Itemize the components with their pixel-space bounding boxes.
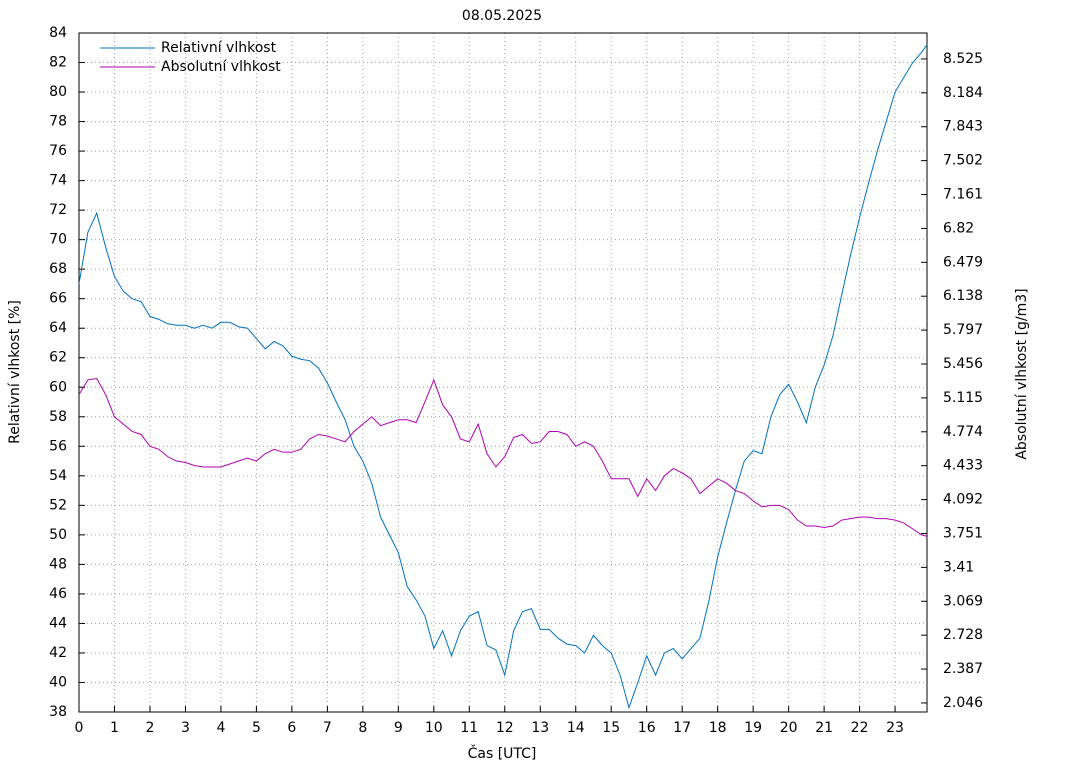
x-tick-label: 0 bbox=[75, 720, 84, 736]
y2-tick-label: 2.046 bbox=[943, 695, 983, 711]
y-tick-label: 66 bbox=[49, 291, 67, 307]
y-tick-label: 84 bbox=[49, 25, 67, 41]
y-tick-label: 74 bbox=[49, 173, 67, 189]
y-tick-label: 46 bbox=[49, 586, 67, 602]
y-tick-label: 56 bbox=[49, 438, 67, 454]
y2-axis-label: Absolutní vlhkost [g/m3] bbox=[1014, 288, 1030, 459]
x-tick-label: 7 bbox=[323, 720, 332, 736]
y-tick-label: 42 bbox=[49, 645, 67, 661]
x-tick-label: 11 bbox=[460, 720, 478, 736]
y2-tick-label: 3.41 bbox=[943, 559, 974, 575]
y2-tick-label: 8.525 bbox=[943, 51, 983, 67]
y2-tick-label: 3.069 bbox=[943, 593, 983, 609]
y-tick-label: 82 bbox=[49, 55, 67, 71]
y-tick-label: 52 bbox=[49, 497, 67, 513]
y-tick-label: 58 bbox=[49, 409, 67, 425]
y2-tick-label: 2.387 bbox=[943, 661, 983, 677]
y-tick-label: 62 bbox=[49, 350, 67, 366]
x-tick-label: 14 bbox=[567, 720, 585, 736]
y2-tick-label: 2.728 bbox=[943, 627, 983, 643]
x-tick-label: 6 bbox=[287, 720, 296, 736]
y2-tick-label: 7.502 bbox=[943, 153, 983, 169]
x-tick-label: 8 bbox=[358, 720, 367, 736]
y-tick-label: 50 bbox=[49, 527, 67, 543]
legend-label: Relativní vlhkost bbox=[161, 40, 277, 56]
x-tick-label: 23 bbox=[886, 720, 904, 736]
y2-tick-label: 5.797 bbox=[943, 322, 983, 338]
x-axis-label: Čas [UTC] bbox=[468, 744, 537, 762]
y2-tick-label: 8.184 bbox=[943, 85, 983, 101]
y-tick-label: 76 bbox=[49, 143, 67, 159]
y-tick-label: 70 bbox=[49, 232, 67, 248]
x-tick-label: 1 bbox=[110, 720, 119, 736]
y-tick-label: 68 bbox=[49, 261, 67, 277]
series-line bbox=[78, 44, 928, 710]
y-tick-label: 38 bbox=[49, 704, 67, 720]
y-tick-label: 44 bbox=[49, 615, 67, 631]
legend-label: Absolutní vlhkost bbox=[161, 59, 281, 75]
y2-tick-label: 6.479 bbox=[943, 254, 983, 270]
x-tick-label: 19 bbox=[744, 720, 762, 736]
y-tick-label: 80 bbox=[49, 84, 67, 100]
x-tick-label: 10 bbox=[425, 720, 443, 736]
x-tick-label: 5 bbox=[252, 720, 261, 736]
x-tick-label: 2 bbox=[146, 720, 155, 736]
y-tick-label: 78 bbox=[49, 114, 67, 130]
y2-tick-label: 5.115 bbox=[943, 390, 983, 406]
y-tick-label: 48 bbox=[49, 556, 67, 572]
x-tick-label: 12 bbox=[496, 720, 514, 736]
y-axis-label: Relativní vlhkost [%] bbox=[7, 300, 23, 444]
x-tick-label: 17 bbox=[673, 720, 691, 736]
x-tick-label: 9 bbox=[394, 720, 403, 736]
series-line bbox=[78, 377, 928, 537]
x-tick-label: 20 bbox=[780, 720, 798, 736]
x-tick-label: 18 bbox=[709, 720, 727, 736]
y2-tick-label: 4.092 bbox=[943, 492, 983, 508]
x-tick-label: 13 bbox=[531, 720, 549, 736]
y2-tick-label: 3.751 bbox=[943, 525, 983, 541]
y2-tick-label: 7.161 bbox=[943, 187, 983, 203]
y-tick-label: 60 bbox=[49, 379, 67, 395]
y2-tick-label: 6.138 bbox=[943, 288, 983, 304]
y2-tick-label: 4.774 bbox=[943, 424, 983, 440]
y-tick-label: 40 bbox=[49, 674, 67, 690]
x-tick-label: 16 bbox=[638, 720, 656, 736]
y2-tick-label: 7.843 bbox=[943, 119, 983, 135]
plot-frame bbox=[78, 32, 928, 713]
y2-tick-label: 6.82 bbox=[943, 220, 974, 236]
y2-tick-label: 4.433 bbox=[943, 458, 983, 474]
x-tick-label: 21 bbox=[815, 720, 833, 736]
y-tick-label: 64 bbox=[49, 320, 67, 336]
chart-title: 08.05.2025 bbox=[462, 8, 542, 24]
y-tick-label: 72 bbox=[49, 202, 67, 218]
x-tick-label: 22 bbox=[851, 720, 869, 736]
x-tick-label: 15 bbox=[602, 720, 620, 736]
x-tick-label: 4 bbox=[216, 720, 225, 736]
x-tick-label: 3 bbox=[181, 720, 190, 736]
y2-tick-label: 5.456 bbox=[943, 356, 983, 372]
y-tick-label: 54 bbox=[49, 468, 67, 484]
